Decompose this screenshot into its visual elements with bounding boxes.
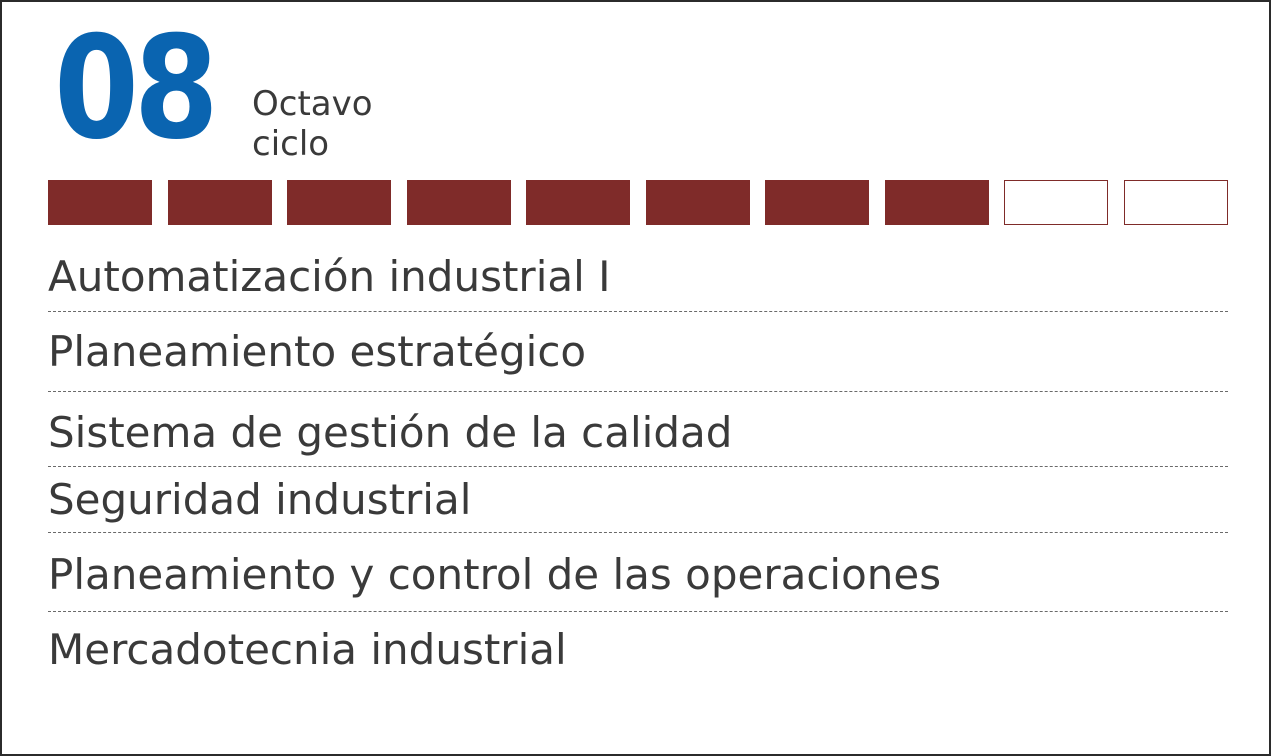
- progress-segment: [1123, 180, 1228, 225]
- progress-segment: [406, 180, 511, 225]
- course-item: Mercadotecnia industrial: [48, 625, 567, 674]
- progress-segment: [884, 180, 989, 225]
- course-item: Automatización industrial I: [48, 242, 1228, 312]
- progress-segment: [167, 180, 272, 225]
- cycle-label-line1: Octavo: [252, 84, 373, 124]
- progress-bar: [48, 180, 1228, 225]
- course-item: Planeamiento estratégico: [48, 312, 1228, 392]
- progress-segment: [48, 180, 152, 225]
- cycle-label: Octavo ciclo: [252, 84, 373, 164]
- course-list: Automatización industrial I Planeamiento…: [48, 242, 1228, 684]
- progress-segment: [287, 180, 391, 225]
- progress-segment: [765, 180, 869, 225]
- cycle-number: 08: [54, 6, 219, 171]
- course-item: Planeamiento y control de las operacione…: [48, 533, 1228, 612]
- progress-segment: [1004, 180, 1108, 225]
- progress-segment: [645, 180, 750, 225]
- cycle-label-line2: ciclo: [252, 124, 330, 164]
- progress-segment: [526, 180, 630, 225]
- course-item: Sistema de gestión de la calidad: [48, 392, 1228, 467]
- course-item: Seguridad industrial: [48, 467, 1228, 533]
